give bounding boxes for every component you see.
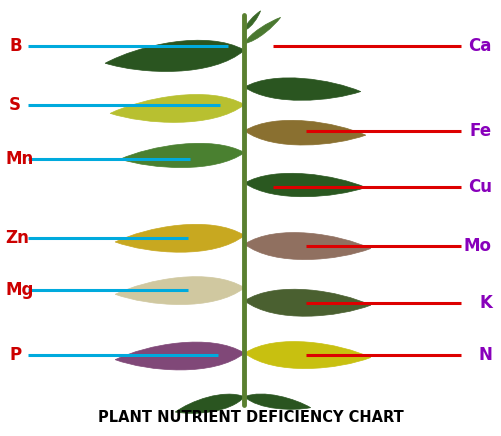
PathPatch shape: [244, 341, 371, 368]
PathPatch shape: [244, 394, 311, 409]
PathPatch shape: [175, 394, 244, 413]
PathPatch shape: [115, 277, 244, 304]
PathPatch shape: [120, 143, 244, 167]
Text: Mo: Mo: [464, 237, 492, 255]
Text: PLANT NUTRIENT DEFICIENCY CHART: PLANT NUTRIENT DEFICIENCY CHART: [98, 410, 403, 425]
PathPatch shape: [110, 95, 244, 123]
Text: Ca: Ca: [468, 37, 492, 55]
Text: Cu: Cu: [468, 178, 492, 197]
PathPatch shape: [244, 232, 371, 259]
PathPatch shape: [115, 225, 244, 252]
PathPatch shape: [244, 78, 361, 100]
PathPatch shape: [244, 120, 366, 145]
Text: Mn: Mn: [5, 150, 33, 168]
Text: B: B: [9, 37, 22, 55]
PathPatch shape: [105, 40, 244, 72]
Text: Zn: Zn: [5, 228, 29, 247]
Text: Mg: Mg: [5, 281, 34, 299]
PathPatch shape: [244, 289, 371, 316]
PathPatch shape: [244, 174, 366, 197]
Text: Fe: Fe: [470, 122, 492, 140]
PathPatch shape: [244, 17, 281, 44]
PathPatch shape: [244, 11, 261, 31]
PathPatch shape: [115, 342, 244, 370]
Text: N: N: [478, 346, 492, 364]
Text: K: K: [479, 294, 492, 312]
Text: P: P: [9, 346, 21, 364]
Text: S: S: [9, 95, 21, 114]
